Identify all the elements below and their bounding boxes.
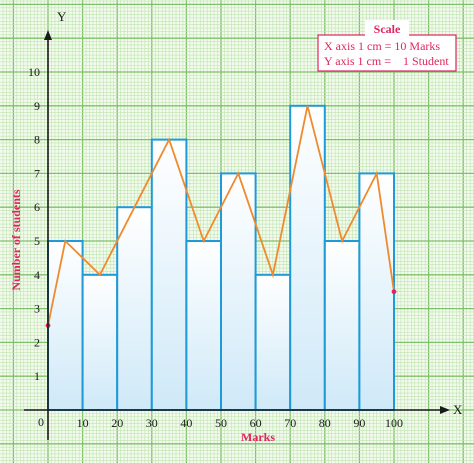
scale-line-y: Y axis 1 cm = 1 Student [324, 54, 449, 68]
x-axis-title: Marks [241, 430, 275, 444]
y-tick-label: 1 [34, 369, 40, 383]
y-axis-title: Number of students [9, 189, 23, 290]
histogram-bar-6 [220, 172, 257, 411]
x-tick-label: 100 [385, 416, 403, 430]
histogram-bar-1 [47, 240, 84, 411]
y-tick-label: 10 [28, 65, 40, 79]
polygon-end-point [391, 289, 397, 295]
x-tick-label: 10 [77, 416, 89, 430]
scale-box: Scale X axis 1 cm = 10 Marks Y axis 1 cm… [317, 20, 457, 72]
x-tick-label: 50 [215, 416, 227, 430]
x-tick-label: 90 [353, 416, 365, 430]
x-tick-label: 40 [180, 416, 192, 430]
histogram-bars [47, 104, 395, 412]
histogram-bar-5 [185, 240, 222, 411]
scale-title: Scale [374, 22, 401, 36]
y-tick-label: 2 [34, 335, 40, 349]
tick-labels: 10 20 30 40 50 60 70 80 90 100 1 2 3 4 5 6 7 8 9 10 [28, 65, 403, 430]
y-tick-label: 8 [34, 133, 40, 147]
scale-line-x: X axis 1 cm = 10 Marks [324, 39, 440, 53]
frequency-polygon [45, 105, 397, 328]
scale-title-background [365, 20, 409, 36]
y-tick-label: 3 [34, 302, 40, 316]
x-axis-letter: X [453, 402, 463, 417]
x-tick-label: 70 [284, 416, 296, 430]
x-tick-label: 20 [111, 416, 123, 430]
y-tick-label: 4 [34, 268, 40, 282]
x-tick-label: 30 [146, 416, 158, 430]
x-axis-arrowhead [440, 406, 450, 414]
y-tick-label: 9 [34, 99, 40, 113]
x-tick-label: 60 [250, 416, 262, 430]
y-tick-label: 6 [34, 200, 40, 214]
frequency-polygon-line [47, 105, 395, 326]
histogram-bar-7 [254, 273, 292, 411]
origin-label: 0 [38, 415, 44, 429]
scale-box-frame [317, 34, 457, 72]
histogram-bar-4 [150, 138, 188, 411]
axes [24, 30, 450, 440]
histogram-bar-9 [323, 240, 361, 411]
y-tick-label: 7 [34, 166, 40, 180]
y-tick-label: 5 [34, 234, 40, 248]
x-tick-label: 80 [319, 416, 331, 430]
y-axis-letter: Y [57, 9, 67, 24]
histogram-bar-3 [116, 206, 153, 411]
y-axis-arrowhead [44, 30, 52, 40]
histogram-bar-10 [358, 172, 395, 411]
histogram-bar-2 [81, 273, 119, 411]
